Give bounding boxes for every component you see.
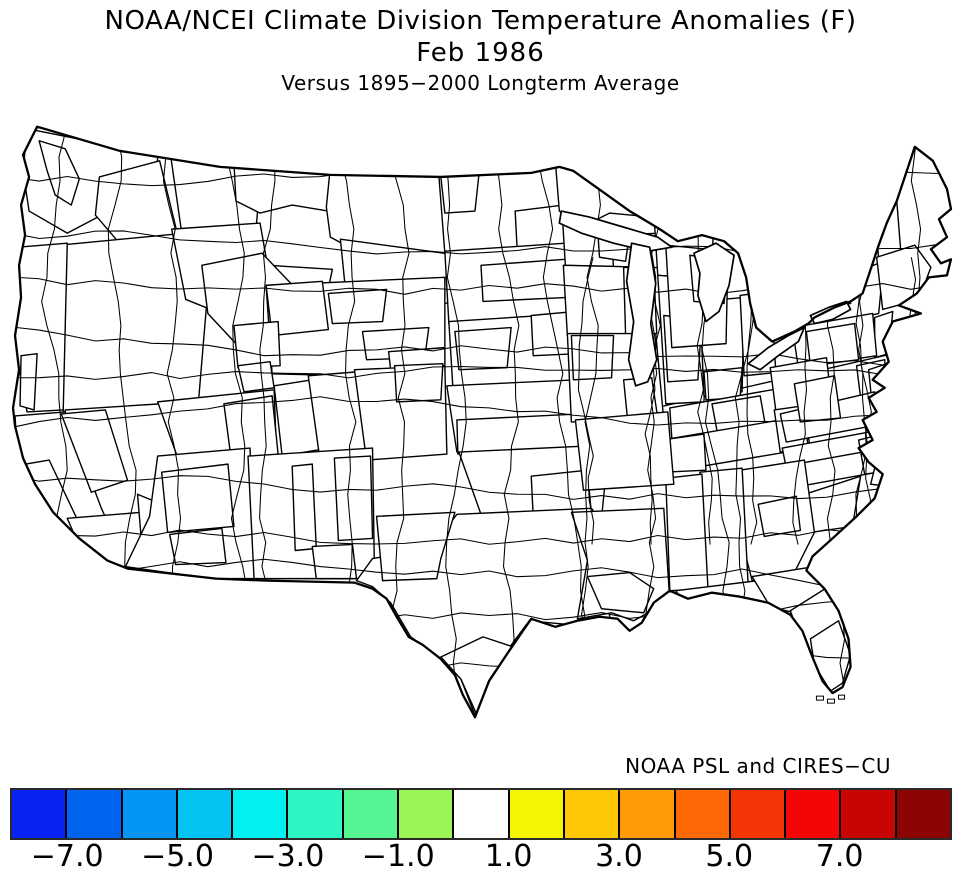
region-pennsylvania-c (805, 322, 860, 367)
region-louisiana-coast (586, 571, 655, 614)
region-florida-keys (815, 694, 846, 704)
colorbar-segment (841, 790, 897, 838)
colorbar-tick-label: −5.0 (141, 839, 214, 874)
region-wyoming-white1 (327, 288, 388, 325)
division-boundary-line (494, 134, 520, 718)
region-utah-wy-orange (233, 320, 281, 369)
colorbar-segment (564, 790, 621, 838)
division-boundary-line (438, 134, 467, 718)
colorbar-tick-label: −7.0 (30, 839, 104, 874)
division-boundary-line (13, 326, 939, 372)
region-new-mexico-yellow (333, 455, 374, 542)
region-colorado-ne (393, 363, 444, 403)
colorbar-tick-label: −1.0 (361, 839, 435, 874)
region-arizona-gold (160, 463, 235, 534)
region-or-coast-sliver (19, 352, 38, 411)
colorbar-segment (122, 790, 178, 838)
figure-title: NOAA/NCEI Climate Division Temperature A… (104, 6, 857, 36)
colorbar-segment (12, 790, 68, 838)
colorbar-segment (896, 790, 951, 838)
region-south-dakota-c (480, 258, 569, 303)
colorbar-segment (454, 790, 510, 838)
lake-huron (693, 242, 735, 323)
colorbar-tick-label: 7.0 (815, 839, 864, 874)
colorbar-segment (620, 790, 676, 838)
region-new-mexico-s (311, 543, 358, 580)
division-boundary-line (13, 718, 939, 739)
figure-subtitle: Versus 1895−2000 Longterm Average (281, 71, 680, 95)
colorbar-ticks: −7.0 −5.0 −3.0 −1.0 1.0 3.0 5.0 7.0 (12, 839, 950, 874)
division-boundary-line (13, 558, 939, 589)
region-new-jersey (873, 310, 894, 359)
region-mississippi (665, 473, 709, 592)
division-boundary-line (13, 528, 939, 545)
colorbar-tick-label: 3.0 (595, 839, 643, 874)
region-wyoming-nw (265, 280, 330, 337)
us-outline (11, 125, 953, 719)
colorbar-tick-label: 5.0 (705, 839, 754, 874)
division-boundary-line (577, 257, 595, 545)
division-boundary-line (13, 365, 939, 382)
region-missouri-nw (570, 334, 615, 381)
region-arkansas (574, 411, 675, 491)
colorbar-segment (233, 790, 289, 838)
region-georgia-red (757, 495, 802, 538)
region-california-n (60, 409, 129, 493)
colorbar-segment (509, 790, 565, 838)
colorbar-segment (343, 790, 400, 838)
region-montana-blue (233, 162, 336, 214)
colorbar (10, 788, 952, 840)
colorbar-segment (786, 790, 842, 838)
colorbar-segment (730, 790, 787, 838)
lake-erie (747, 326, 806, 371)
division-boundary-line (13, 396, 939, 428)
lake-superior (558, 210, 673, 253)
region-north-dakota-e (514, 204, 567, 250)
colorbar-segment (177, 790, 234, 838)
us-anomaly-map (9, 116, 953, 750)
region-utah-maroon (237, 360, 275, 393)
credit-text: NOAA PSL and CIRES−CU (625, 754, 891, 778)
region-arizona-yellow (168, 527, 227, 566)
figure-date: Feb 1986 (416, 38, 545, 68)
lake-michigan (625, 242, 658, 387)
colorbar-tick-label: −3.0 (251, 839, 325, 874)
colorbar-segment (67, 790, 123, 838)
lake-ontario (809, 300, 852, 325)
colorbar-segment (399, 790, 455, 838)
region-se-virginia-white (793, 375, 842, 423)
colorbar-segment (288, 790, 344, 838)
colorbar-tick-label: 1.0 (484, 839, 533, 874)
region-north-dakota-nw (440, 173, 480, 214)
map-svg (11, 125, 953, 739)
colorbar-segment (675, 790, 731, 838)
division-boundary-line (13, 475, 939, 500)
